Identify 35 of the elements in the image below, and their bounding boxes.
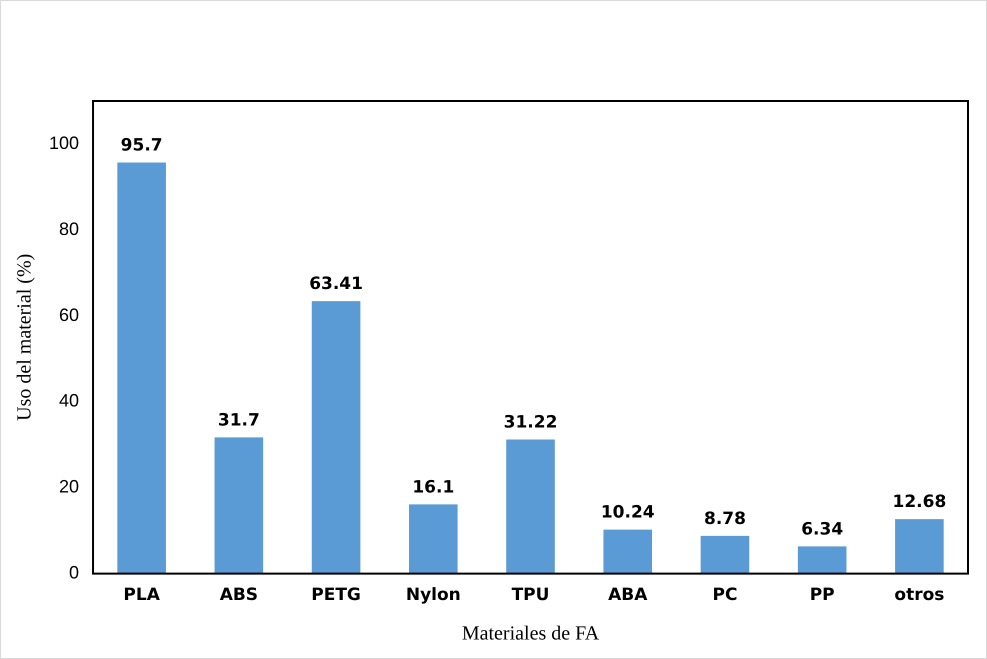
bar [798,546,846,574]
x-tick-label: TPU [512,585,550,606]
data-label: 10.24 [600,502,655,523]
data-label: 95.7 [120,135,163,156]
y-tick-label: 40 [59,390,80,411]
data-label: 16.1 [412,477,454,498]
data-label: 6.34 [801,519,844,540]
x-tick-label: ABA [608,585,648,606]
y-tick-label: 0 [69,562,80,583]
y-axis-title: Uso del material (%) [13,254,36,421]
bar [603,530,652,574]
y-tick-label: 60 [59,304,80,325]
bar [117,162,166,574]
x-tick-label: ABS [220,585,258,606]
bar [895,519,944,574]
x-tick-label: otros [894,585,944,606]
x-tick-label: PETG [311,585,361,606]
y-tick-label: 100 [48,132,80,153]
bar [214,437,264,574]
x-axis-title: Materiales de FA [462,622,600,644]
bar [312,301,360,574]
x-tick-label: PC [712,585,738,606]
data-label: 31.22 [504,412,558,432]
y-tick-label: 20 [59,476,80,497]
x-tick-label: PP [810,585,835,606]
bar [700,536,750,574]
data-label: 8.78 [704,508,746,529]
y-tick-label: 80 [59,218,80,239]
bar [408,504,458,574]
data-label: 31.7 [218,410,260,430]
data-label: 63.41 [309,274,363,294]
bar [506,439,555,574]
data-label: 12.68 [892,492,946,512]
x-tick-label: PLA [123,585,161,606]
x-tick-label: Nylon [406,585,461,606]
